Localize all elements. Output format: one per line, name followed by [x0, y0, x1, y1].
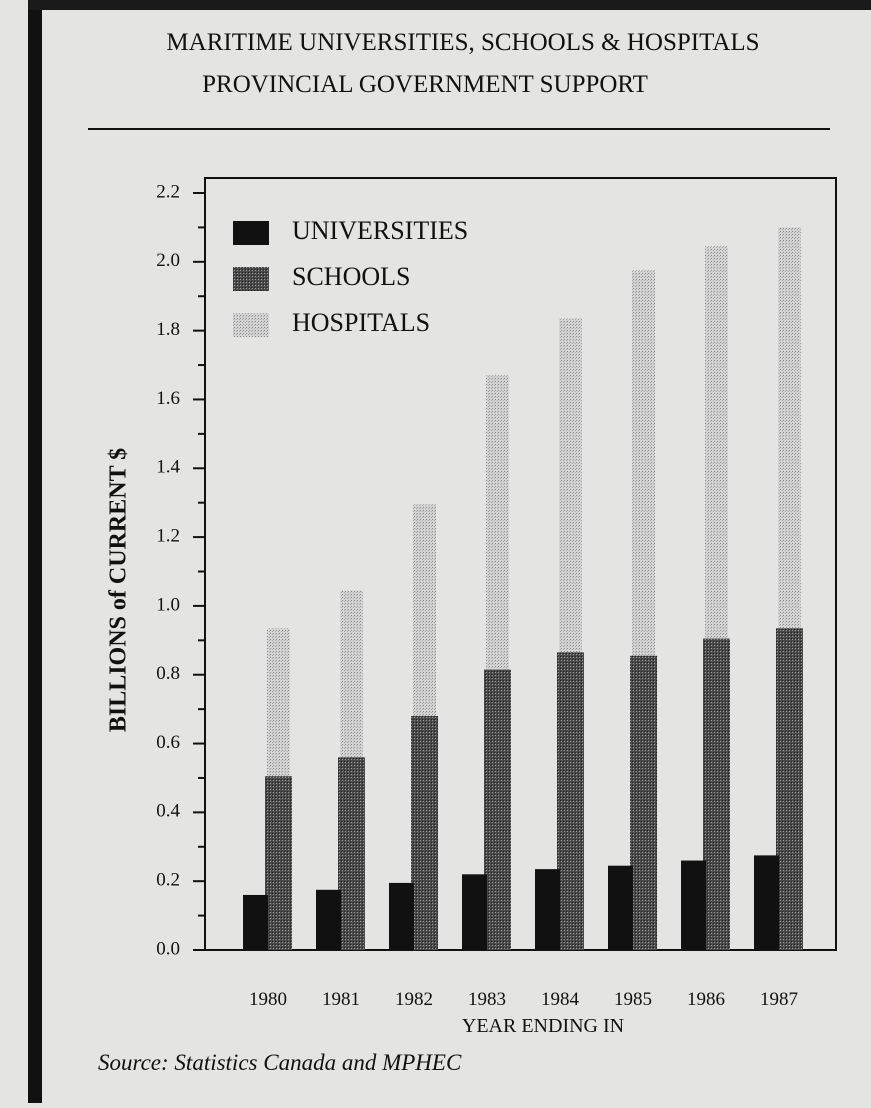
plot: 0.0 0.2 0.4 0.6 0.8 1.0 1.2 1.4 1.6 1.8 2.0 2.2 1980… [156, 177, 837, 1010]
chart-subtitle: PROVINCIAL GOVERNMENT SUPPORT [202, 71, 648, 98]
frame-top [28, 0, 871, 10]
legend-swatch [233, 313, 269, 337]
bar [338, 757, 365, 950]
bar [535, 869, 560, 950]
legend-swatch [233, 221, 269, 245]
x-tick-label: 1984 [541, 989, 580, 1010]
legend-label: UNIVERSITIES [292, 216, 468, 245]
bar [265, 776, 292, 950]
bar [389, 882, 414, 950]
frame-left [28, 0, 42, 1103]
bar [754, 855, 779, 950]
y-tick-label: 1.8 [156, 319, 180, 340]
x-tick-label: 1983 [468, 989, 506, 1010]
x-tick-label: 1987 [760, 989, 798, 1010]
x-tick-label: 1986 [687, 989, 725, 1010]
y-tick-label: 0.8 [156, 663, 180, 684]
x-tick-label: 1982 [395, 989, 433, 1010]
y-tick-label: 1.2 [156, 525, 180, 546]
bar [681, 860, 706, 950]
chart-title: MARITIME UNIVERSITIES, SCHOOLS & HOSPITA… [166, 29, 759, 56]
bar [462, 874, 487, 950]
bar [484, 669, 511, 950]
legend-swatch [233, 267, 269, 291]
bar [776, 628, 803, 950]
y-tick-label: 1.4 [156, 457, 180, 478]
y-tick-label: 1.6 [156, 388, 180, 409]
bar [630, 655, 657, 950]
x-tick-label: 1980 [249, 989, 287, 1010]
y-tick-label: 0.4 [156, 801, 180, 822]
legend-label: SCHOOLS [292, 262, 410, 291]
y-tick-label: 2.2 [156, 181, 180, 202]
y-tick-label: 0.6 [156, 732, 180, 753]
bar [608, 865, 633, 950]
bar [243, 894, 268, 950]
source: Source: Statistics Canada and MPHEC [98, 1050, 462, 1075]
y-tick-label: 1.0 [156, 594, 180, 615]
x-tick-label: 1981 [322, 989, 360, 1010]
y-tick-label: 0.0 [156, 938, 180, 959]
bar [411, 716, 438, 950]
x-tick-label: 1985 [614, 989, 652, 1010]
bar [557, 652, 584, 950]
plot-frame [204, 177, 837, 951]
x-axis-label: YEAR ENDING IN [462, 1015, 624, 1037]
bar [703, 638, 730, 950]
y-tick-label: 2.0 [156, 250, 180, 271]
legend-label: HOSPITALS [292, 308, 430, 337]
bar [316, 889, 341, 950]
y-tick-label: 0.2 [156, 870, 180, 891]
y-axis-label: BILLIONS of CURRENT $ [106, 448, 132, 732]
